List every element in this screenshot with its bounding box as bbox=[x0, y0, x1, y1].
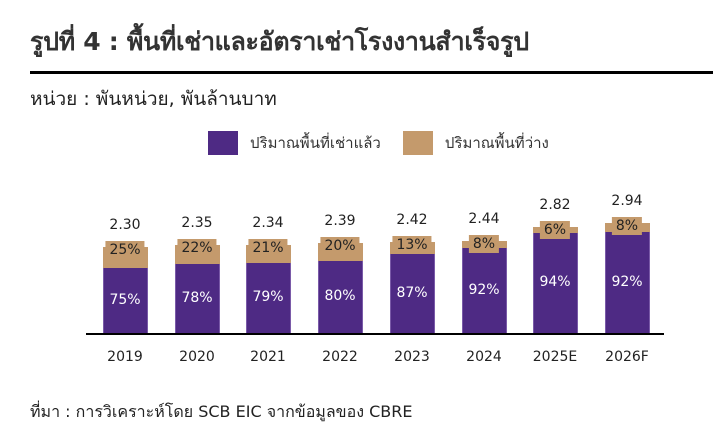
chart-title: รูปที่ 4 : พื้นที่เช่าและอัตราเช่าโรงงาน… bbox=[30, 27, 529, 56]
occupied-pct-label: 75% bbox=[109, 291, 141, 308]
source-note: ที่มา : การวิเคราะห์โดย SCB EIC จากข้อมู… bbox=[30, 402, 413, 421]
occupied-pct-label: 92% bbox=[468, 281, 500, 298]
legend-label-vacant: ปริมาณพื้นที่ว่าง bbox=[444, 134, 549, 152]
total-value-label: 2.39 bbox=[324, 213, 356, 229]
x-tick-label: 2025E bbox=[532, 349, 578, 365]
bar-2022: 80% 20% bbox=[317, 237, 363, 333]
bar-segment-occupied bbox=[389, 254, 435, 333]
unit-label: หน่วย : พันหน่วย, พันล้านบาท bbox=[30, 88, 277, 110]
total-value-label: 2.34 bbox=[252, 215, 284, 231]
bar-2021: 79% 21% bbox=[245, 239, 291, 333]
bar-2019: 75% 25% bbox=[102, 241, 148, 333]
x-tick-label: 2023 bbox=[394, 349, 430, 365]
x-tick-label: 2019 bbox=[107, 349, 143, 365]
bar-segment-occupied bbox=[317, 261, 363, 333]
bar-2024: 92% 8% bbox=[461, 235, 507, 333]
x-tick-label: 2021 bbox=[250, 349, 286, 365]
total-value-label: 2.94 bbox=[611, 193, 643, 209]
vacant-pct-label: 25% bbox=[105, 241, 145, 259]
bar-2025E: 94% 6% bbox=[532, 221, 578, 333]
bar-segment-occupied bbox=[604, 232, 650, 333]
total-value-label: 2.42 bbox=[396, 212, 428, 228]
bar-segment-occupied bbox=[461, 248, 507, 333]
total-value-label: 2.30 bbox=[109, 217, 141, 233]
total-value-label: 2.82 bbox=[539, 197, 571, 213]
total-value-label: 2.44 bbox=[468, 211, 500, 227]
bar-2020: 78% 22% bbox=[174, 239, 220, 333]
vacant-pct-label: 22% bbox=[177, 239, 217, 257]
x-axis-line bbox=[86, 333, 664, 335]
x-tick-label: 2020 bbox=[179, 349, 215, 365]
legend-item-occupied: ปริมาณพื้นที่เช่าแล้ว bbox=[208, 131, 381, 155]
x-tick-label: 2026F bbox=[605, 349, 649, 365]
vacant-pct-label: 13% bbox=[392, 236, 432, 254]
legend-label-occupied: ปริมาณพื้นที่เช่าแล้ว bbox=[250, 134, 381, 152]
bar-segment-occupied bbox=[245, 263, 291, 333]
x-tick-label: 2022 bbox=[322, 349, 358, 365]
occupied-pct-label: 94% bbox=[539, 274, 571, 290]
vacant-pct-label: 8% bbox=[611, 217, 643, 235]
vacant-pct-label: 21% bbox=[248, 239, 288, 257]
vacant-pct-label: 8% bbox=[468, 235, 500, 253]
occupied-pct-label: 78% bbox=[181, 289, 213, 306]
bar-segment-occupied bbox=[102, 268, 148, 333]
occupied-pct-label: 92% bbox=[611, 273, 643, 290]
total-value-label: 2.35 bbox=[181, 215, 213, 231]
title-rule bbox=[30, 71, 713, 74]
vacant-pct-label: 20% bbox=[320, 237, 360, 255]
bar-2023: 87% 13% bbox=[389, 236, 435, 333]
legend-swatch-occupied bbox=[208, 131, 238, 155]
bar-2026F: 92% 8% bbox=[604, 217, 650, 333]
legend-item-vacant: ปริมาณพื้นที่ว่าง bbox=[402, 131, 549, 155]
occupied-pct-label: 87% bbox=[396, 284, 428, 301]
occupied-pct-label: 80% bbox=[324, 288, 356, 304]
bar-segment-occupied bbox=[174, 264, 220, 333]
legend: ปริมาณพื้นที่เช่าแล้ว ปริมาณพื้นที่ว่าง bbox=[208, 131, 571, 155]
occupied-pct-label: 79% bbox=[252, 289, 284, 305]
legend-swatch-vacant bbox=[402, 131, 433, 155]
vacant-pct-label: 6% bbox=[539, 221, 571, 239]
x-tick-label: 2024 bbox=[466, 349, 502, 365]
bar-segment-occupied bbox=[532, 233, 578, 333]
